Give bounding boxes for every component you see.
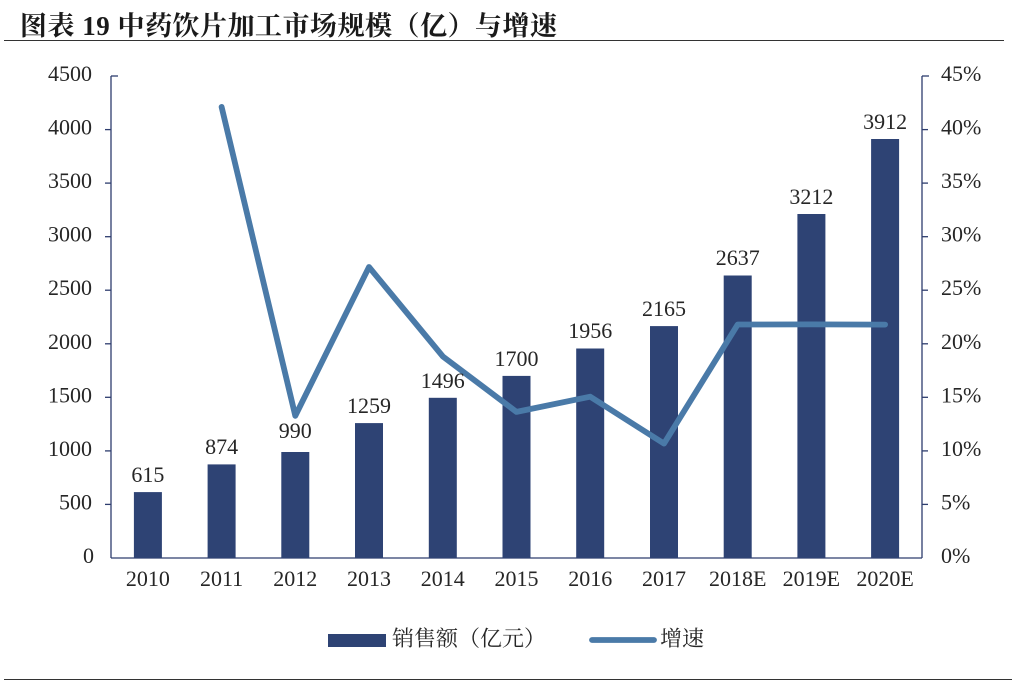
- svg-text:35%: 35%: [941, 168, 981, 193]
- svg-text:45%: 45%: [941, 61, 981, 86]
- svg-text:990: 990: [279, 418, 312, 443]
- svg-text:2013: 2013: [347, 566, 391, 591]
- svg-text:4500: 4500: [48, 61, 92, 86]
- svg-text:15%: 15%: [941, 382, 981, 407]
- svg-text:销售额（亿元）: 销售额（亿元）: [392, 626, 546, 651]
- svg-text:2011: 2011: [200, 566, 243, 591]
- svg-text:30%: 30%: [941, 222, 981, 247]
- svg-text:3500: 3500: [48, 168, 92, 193]
- svg-text:2018E: 2018E: [709, 566, 766, 591]
- svg-text:25%: 25%: [941, 275, 981, 300]
- svg-text:20%: 20%: [941, 329, 981, 354]
- svg-text:500: 500: [59, 489, 92, 514]
- svg-text:2000: 2000: [48, 329, 92, 354]
- svg-text:1496: 1496: [421, 368, 465, 393]
- svg-text:1700: 1700: [495, 346, 539, 371]
- svg-text:2015: 2015: [495, 566, 539, 591]
- svg-text:2012: 2012: [273, 566, 317, 591]
- svg-text:2014: 2014: [421, 566, 465, 591]
- svg-text:3000: 3000: [48, 222, 92, 247]
- svg-text:1500: 1500: [48, 382, 92, 407]
- svg-text:5%: 5%: [941, 489, 970, 514]
- svg-text:增速: 增速: [660, 626, 704, 651]
- svg-text:2637: 2637: [716, 245, 760, 270]
- svg-text:2010: 2010: [126, 566, 170, 591]
- svg-text:2019E: 2019E: [783, 566, 840, 591]
- svg-text:0%: 0%: [941, 543, 970, 568]
- svg-text:4000: 4000: [48, 115, 92, 140]
- svg-text:2017: 2017: [642, 566, 686, 591]
- svg-text:1259: 1259: [347, 393, 391, 418]
- svg-text:0: 0: [83, 543, 94, 568]
- svg-text:615: 615: [131, 462, 164, 487]
- svg-text:2165: 2165: [642, 296, 686, 321]
- svg-text:10%: 10%: [941, 436, 981, 461]
- svg-text:2500: 2500: [48, 275, 92, 300]
- svg-text:1956: 1956: [568, 318, 612, 343]
- svg-text:2020E: 2020E: [856, 566, 913, 591]
- svg-text:3912: 3912: [863, 109, 907, 134]
- svg-text:1000: 1000: [48, 436, 92, 461]
- svg-text:874: 874: [205, 434, 238, 459]
- svg-text:40%: 40%: [941, 115, 981, 140]
- svg-text:3212: 3212: [789, 184, 833, 209]
- svg-text:2016: 2016: [568, 566, 612, 591]
